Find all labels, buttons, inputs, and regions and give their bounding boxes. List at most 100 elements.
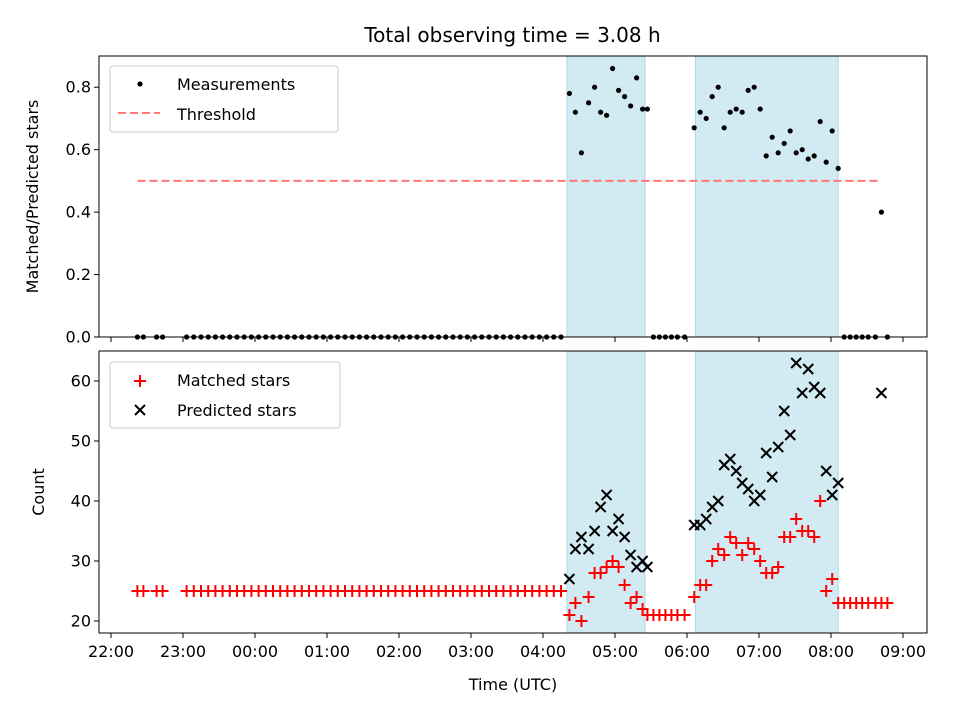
measurement-point — [578, 150, 585, 156]
y-tick-label: 0.4 — [66, 203, 91, 222]
measurement-point — [811, 153, 817, 159]
x-tick-label: 03:00 — [448, 642, 494, 661]
predicted-star-point — [814, 387, 826, 399]
measurement-point — [703, 115, 709, 122]
predicted-star-point — [618, 531, 631, 543]
bottom-x-axis-ticks: 22:00 23:00 00:00 01:00 02:00 03:00 04:00 05:00… — [88, 633, 926, 661]
matched-star-point — [569, 597, 582, 609]
matched-star-point — [624, 597, 637, 609]
matched-star-point — [820, 585, 833, 597]
x-tick-label: 08:00 — [808, 642, 854, 661]
measurement-point — [769, 134, 775, 140]
predicted-star-point — [730, 465, 742, 477]
legend-measurements-marker — [137, 81, 143, 87]
matched-star-point — [618, 579, 631, 591]
predicted-star-point — [826, 489, 838, 501]
matched-star-point — [712, 543, 725, 555]
measurement-point — [817, 118, 823, 125]
top-y-axis-ticks: 0.0 0.2 0.4 0.6 0.8 — [66, 78, 99, 347]
measurement-point — [628, 103, 634, 109]
top-legend: Measurements Threshold — [109, 65, 339, 133]
count-points — [131, 357, 894, 627]
measurement-point — [697, 109, 703, 115]
measurement-point — [586, 100, 592, 106]
matched-star-point — [137, 585, 150, 597]
matched-star-point — [582, 591, 595, 603]
x-tick-label: 02:00 — [376, 642, 422, 661]
top-panel: 0.00.20.40.60.8 Matched/Predicted stars … — [23, 55, 928, 347]
shaded-interval-0 — [566, 350, 646, 634]
predicted-star-point — [790, 357, 802, 369]
predicted-star-point — [588, 525, 601, 537]
x-tick-label: 01:00 — [304, 642, 350, 661]
measurement-point — [622, 93, 628, 100]
predicted-star-point — [582, 543, 595, 555]
matched-star-point — [808, 531, 821, 543]
measurement-point — [721, 125, 727, 131]
matched-star-point — [718, 549, 731, 561]
predicted-star-point — [600, 489, 613, 501]
measurement-point — [610, 65, 616, 72]
bottom-y-axis-ticks: 20 30 40 50 60 — [71, 372, 99, 631]
predicted-star-point — [724, 453, 736, 465]
x-tick-label: 07:00 — [736, 642, 782, 661]
x-tick-label: 00:00 — [232, 642, 278, 661]
x-tick-label: 05:00 — [592, 642, 638, 661]
predicted-star-point — [802, 363, 814, 375]
y-tick-label: 0.6 — [66, 140, 91, 159]
measurement-point — [829, 128, 835, 134]
measurement-point — [644, 106, 651, 112]
matched-star-point — [754, 555, 767, 567]
predicted-star-point — [766, 471, 778, 483]
bottom-legend: Matched stars Predicted stars — [109, 361, 341, 429]
top-legend-box — [109, 65, 339, 133]
y-tick-label: 20 — [71, 612, 91, 631]
measurement-point — [781, 140, 787, 147]
measurement-point — [793, 150, 799, 156]
predicted-star-point — [606, 525, 619, 537]
matched-star-point — [678, 609, 691, 621]
measurement-point — [799, 147, 805, 153]
matched-star-point — [555, 585, 567, 597]
measurement-point — [572, 109, 579, 115]
legend-predicted-label: Predicted stars — [177, 401, 297, 420]
matched-star-point — [814, 495, 827, 507]
matched-star-point — [575, 615, 588, 627]
measurement-point — [616, 87, 622, 93]
legend-matched-label: Matched stars — [177, 371, 290, 390]
matched-star-point — [742, 537, 755, 549]
matched-star-point — [826, 573, 839, 585]
measurement-point — [823, 159, 829, 165]
x-tick-label: 23:00 — [160, 642, 206, 661]
top-x-axis-ticks — [110, 337, 904, 342]
predicted-star-point — [700, 513, 712, 525]
measurement-point — [739, 109, 745, 115]
y-tick-label: 50 — [71, 432, 91, 451]
top-plot-frame — [98, 55, 928, 338]
predicted-star-point — [820, 465, 832, 477]
shaded-interval-1 — [694, 350, 839, 634]
measurement-point — [763, 153, 769, 159]
predicted-star-point — [569, 543, 582, 555]
matched-star-point — [612, 561, 625, 573]
measurement-point — [640, 106, 646, 112]
matched-star-point — [594, 567, 607, 579]
x-tick-label: 06:00 — [664, 642, 710, 661]
y-tick-label: 0.2 — [66, 265, 91, 284]
measurement-point — [727, 109, 733, 115]
predicted-star-point — [594, 501, 607, 513]
x-tick-label: 22:00 — [88, 642, 134, 661]
predicted-star-point — [832, 477, 844, 489]
predicted-star-point — [624, 549, 637, 561]
chart-title: Total observing time = 3.08 h — [363, 23, 660, 47]
measurement-point — [733, 106, 739, 112]
matched-star-point — [730, 537, 743, 549]
bottom-y-axis-label: Count — [29, 468, 48, 516]
y-tick-label: 30 — [71, 552, 91, 571]
measurement-point — [592, 84, 598, 90]
y-tick-label: 0.0 — [66, 328, 91, 347]
matched-star-point — [766, 567, 779, 579]
measurement-point — [598, 109, 604, 115]
shaded-interval-1 — [694, 55, 839, 338]
matched-star-point — [563, 609, 576, 621]
